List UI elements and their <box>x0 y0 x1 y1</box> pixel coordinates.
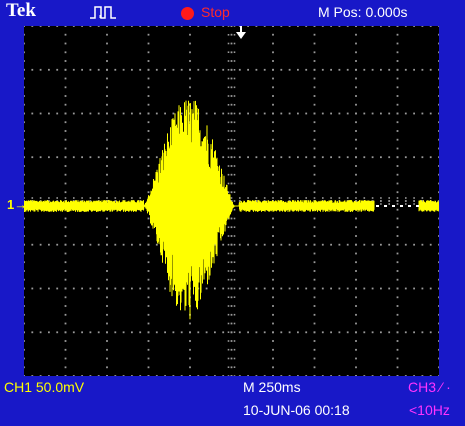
pulse-trigger-icon <box>90 6 116 19</box>
channel-1-ground-marker: 1→ <box>7 197 28 212</box>
trigger-frequency-readout: <10Hz <box>409 402 450 418</box>
run-status-text: Stop <box>201 4 230 20</box>
brand-logo: Tek <box>6 0 36 21</box>
waveform-graticule <box>24 26 439 376</box>
trigger-source-readout: CH3 ⁄ · <box>408 379 451 395</box>
horizontal-position-readout: M Pos: 0.000s <box>318 4 408 20</box>
trigger-position-marker-icon <box>236 26 246 39</box>
channel-1-waveform <box>24 100 439 320</box>
ch1-vertical-scale: CH1 50.0mV <box>4 379 85 395</box>
graticule-grid <box>24 26 439 376</box>
run-stop-indicator-icon <box>181 7 194 20</box>
date-time-readout: 10-JUN-06 00:18 <box>243 402 350 418</box>
waveform-gap-baseline <box>376 205 419 207</box>
top-status-bar: Tek Stop M Pos: 0.000s <box>0 0 465 24</box>
timebase-readout: M 250ms <box>243 379 301 395</box>
